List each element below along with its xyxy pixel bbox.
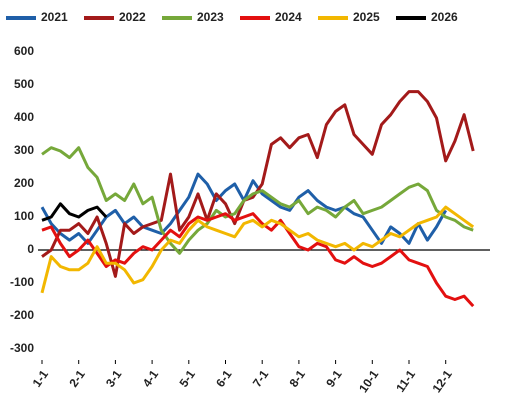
y-tick-label: -300 — [10, 341, 34, 355]
x-tick-label: 4-1 — [140, 367, 162, 390]
x-tick-label: 11-1 — [393, 367, 418, 394]
y-tick-label: -100 — [10, 275, 34, 289]
series-line — [41, 212, 475, 308]
legend-label: 2021 — [41, 10, 68, 24]
legend-label: 2022 — [119, 10, 146, 24]
x-tick-label: 12-1 — [430, 367, 455, 395]
series-line — [41, 90, 475, 278]
series-line — [41, 202, 108, 222]
legend-label: 2024 — [275, 10, 302, 24]
x-tick-label: 6-1 — [213, 367, 235, 390]
legend-label: 2023 — [197, 10, 224, 24]
x-tick-label: 2-1 — [66, 367, 88, 390]
x-tick-label: 8-1 — [287, 367, 309, 390]
legend-label: 2026 — [431, 10, 458, 24]
x-tick-label: 1-1 — [30, 367, 52, 390]
y-tick-label: -200 — [10, 308, 34, 322]
y-tick-label: 0 — [27, 242, 34, 256]
x-tick-label: 9-1 — [323, 367, 345, 390]
y-tick-label: 400 — [14, 110, 34, 124]
y-tick-label: 300 — [14, 143, 34, 157]
y-tick-label: 500 — [14, 77, 34, 91]
x-tick-label: 5-1 — [176, 367, 198, 390]
y-tick-label: 600 — [14, 44, 34, 58]
x-tick-label: 3-1 — [103, 367, 125, 390]
x-tick-label: 7-1 — [250, 367, 272, 390]
y-tick-label: 100 — [14, 209, 34, 223]
series-line — [41, 146, 474, 255]
series-line — [40, 205, 475, 294]
x-tick-label: 10-1 — [356, 367, 381, 395]
y-tick-label: 200 — [14, 176, 34, 190]
legend-label: 2025 — [353, 10, 380, 24]
